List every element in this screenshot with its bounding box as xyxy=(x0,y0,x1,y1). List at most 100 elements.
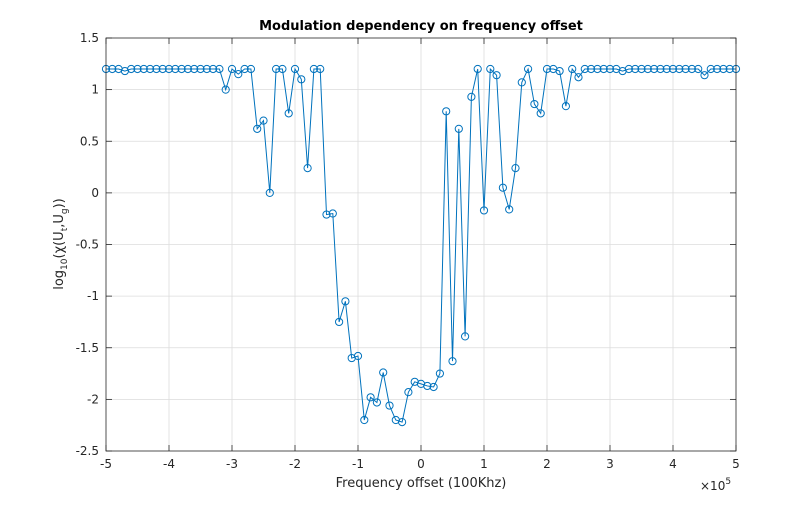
data-point xyxy=(360,415,369,425)
data-point xyxy=(227,64,237,74)
data-point xyxy=(278,64,287,74)
data-point xyxy=(246,64,255,74)
data-point xyxy=(429,382,438,392)
data-point xyxy=(259,116,268,125)
data-point xyxy=(158,64,167,74)
data-point xyxy=(536,109,545,118)
series xyxy=(101,64,741,427)
data-point xyxy=(681,64,690,74)
data-point xyxy=(139,64,148,74)
y-label-log: log xyxy=(52,270,67,290)
data-point xyxy=(631,64,640,74)
data-point xyxy=(486,64,495,74)
data-point xyxy=(240,64,249,74)
y-label-u2-sub: g xyxy=(60,208,70,214)
x-tick-label: 3 xyxy=(606,457,614,471)
data-point xyxy=(177,64,186,74)
data-point xyxy=(473,64,482,74)
data-point xyxy=(253,124,262,133)
y-tick-label: -2.5 xyxy=(76,444,99,458)
y-axis-title: log10(χ(Ut,Ug)) xyxy=(52,198,70,290)
data-point xyxy=(542,64,552,74)
y-label-comma: ,U xyxy=(52,214,67,228)
x-tick-label: -1 xyxy=(352,457,364,471)
data-point xyxy=(694,64,703,74)
data-point xyxy=(202,64,211,74)
data-point xyxy=(209,64,218,74)
x-tick-label: 4 xyxy=(669,457,677,471)
data-point xyxy=(108,64,117,74)
y-label-u1: (U xyxy=(52,231,67,246)
data-point xyxy=(448,357,457,366)
x-tick-label: 1 xyxy=(480,457,488,471)
data-point xyxy=(322,210,331,219)
data-point xyxy=(297,75,306,84)
data-point xyxy=(675,64,684,74)
data-point xyxy=(435,369,444,378)
data-point xyxy=(713,64,722,74)
data-point xyxy=(171,64,180,74)
data-point xyxy=(290,64,300,74)
y-tick-label: -2 xyxy=(87,392,99,406)
y-tick-label: 1 xyxy=(91,83,99,97)
grid xyxy=(106,38,736,451)
data-point xyxy=(624,64,634,74)
data-point xyxy=(234,70,243,79)
y-label-open: ( xyxy=(52,253,67,258)
data-point xyxy=(574,73,583,82)
data-point xyxy=(650,64,659,74)
y-label-close: )) xyxy=(52,198,67,208)
x-tick-label: -2 xyxy=(289,457,301,471)
data-point xyxy=(221,85,230,94)
data-point xyxy=(423,381,432,391)
data-point xyxy=(568,64,577,74)
data-point xyxy=(404,388,413,397)
data-point xyxy=(328,209,337,218)
data-point xyxy=(190,64,199,74)
data-point xyxy=(215,64,224,74)
data-point xyxy=(725,64,734,74)
data-point xyxy=(498,183,507,192)
data-point xyxy=(555,66,564,76)
y-tick-label: 0 xyxy=(91,186,99,200)
data-point xyxy=(605,64,615,74)
data-point xyxy=(152,64,161,74)
data-point xyxy=(511,163,520,173)
data-point xyxy=(700,71,709,80)
data-point xyxy=(398,417,407,427)
x-tick-label: -4 xyxy=(163,457,175,471)
data-point xyxy=(309,64,318,74)
data-point xyxy=(127,64,136,74)
data-point xyxy=(580,64,589,74)
data-point xyxy=(524,64,533,74)
data-point xyxy=(366,393,375,402)
data-point xyxy=(461,332,470,341)
x-exponent-base: ×10 xyxy=(700,479,725,493)
ticks xyxy=(105,37,737,452)
data-point xyxy=(587,64,596,74)
data-point xyxy=(183,64,192,74)
data-point xyxy=(379,368,388,377)
data-point xyxy=(196,64,205,74)
x-exponent-label: ×105 xyxy=(700,477,731,493)
tick-labels: -5 -4 -3 -2 -1 0 1 2 3 4 5 -2.5 -2 -1.5 -1 -0.5 0 0.5 1 1.5 xyxy=(76,31,740,471)
y-tick-label: 1.5 xyxy=(80,31,99,45)
data-point xyxy=(316,64,325,74)
data-point xyxy=(372,398,381,407)
y-label-u1-sub: t xyxy=(60,227,70,231)
data-point xyxy=(599,64,608,74)
data-point xyxy=(643,64,652,74)
data-point xyxy=(454,124,463,133)
y-tick-label: -1.5 xyxy=(76,341,99,355)
data-point xyxy=(146,64,155,74)
data-point xyxy=(442,107,451,116)
data-point xyxy=(467,92,476,101)
data-point xyxy=(133,64,142,74)
x-tick-label: 2 xyxy=(543,457,551,471)
data-point xyxy=(272,64,281,74)
data-point xyxy=(492,71,501,80)
y-label-log-sub: 10 xyxy=(60,258,70,270)
data-point xyxy=(687,64,697,74)
